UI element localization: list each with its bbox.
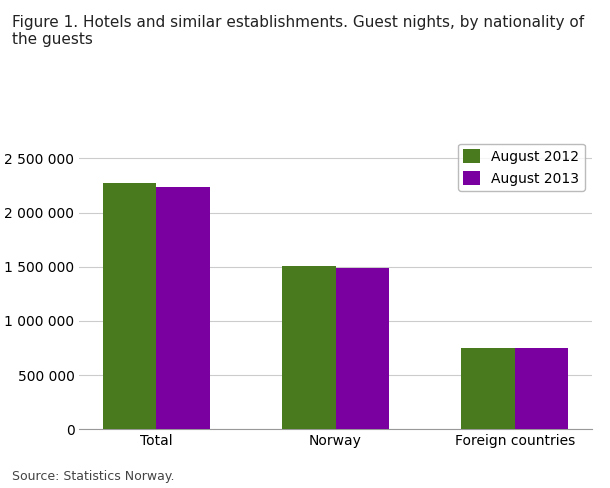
Bar bbox=[515, 348, 569, 429]
Bar bbox=[156, 186, 210, 429]
Bar bbox=[336, 268, 389, 429]
Bar bbox=[282, 265, 336, 429]
Bar bbox=[102, 183, 156, 429]
Text: Figure 1. Hotels and similar establishments. Guest nights, by nationality of
the: Figure 1. Hotels and similar establishme… bbox=[12, 15, 584, 47]
Bar bbox=[461, 347, 515, 429]
Text: Source: Statistics Norway.: Source: Statistics Norway. bbox=[12, 470, 174, 483]
Legend: August 2012, August 2013: August 2012, August 2013 bbox=[458, 143, 585, 191]
